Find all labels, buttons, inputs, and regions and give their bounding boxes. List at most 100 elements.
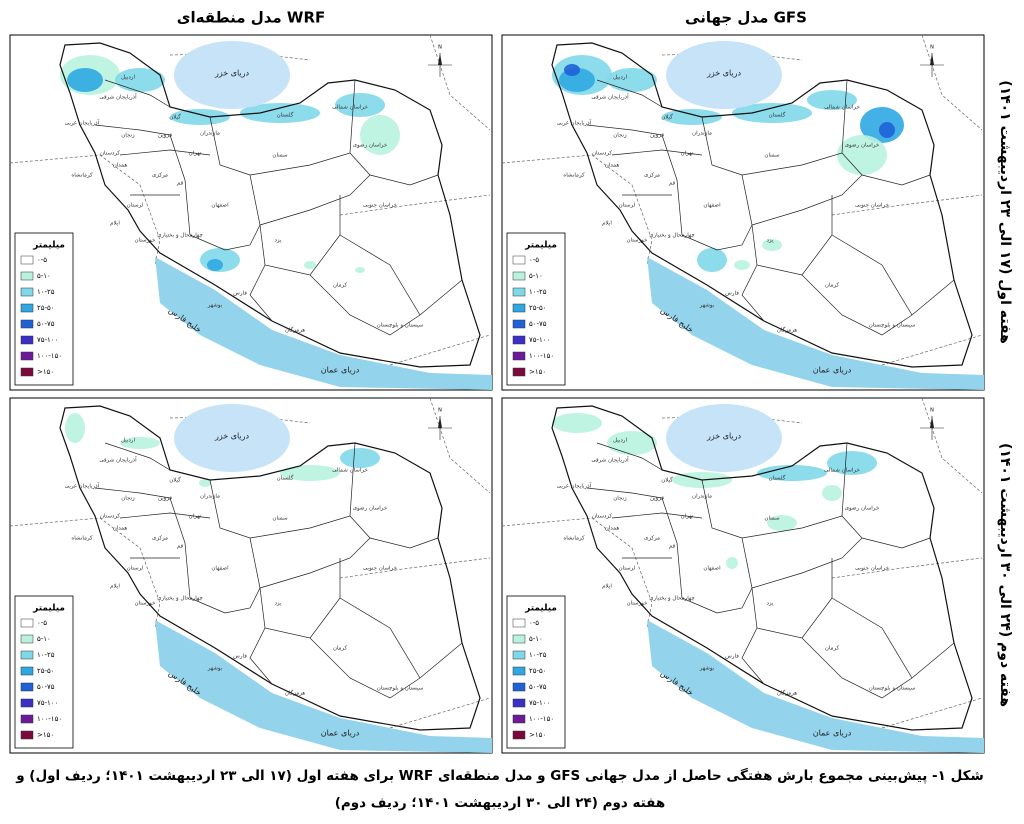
legend-swatch xyxy=(20,682,34,692)
legend-label: ۰-۵ xyxy=(37,619,47,627)
sea-label: دریای خزر xyxy=(706,432,742,441)
province-label: گیلان xyxy=(169,114,181,121)
legend-label: ۱۰۰-۱۵۰ xyxy=(37,715,62,723)
province-label: سیستان و بلوچستان xyxy=(869,686,916,692)
legend-swatch xyxy=(512,351,526,361)
north-label: N xyxy=(930,408,934,414)
legend-label: ۵-۱۰ xyxy=(37,635,51,643)
province-label: ایلام xyxy=(110,221,120,227)
province-label: قزوین xyxy=(650,133,664,139)
province-label: اصفهان xyxy=(703,203,721,209)
legend-swatch xyxy=(512,730,526,740)
legend-swatch xyxy=(512,682,526,692)
precip-area xyxy=(207,259,223,271)
province-label: یزد xyxy=(766,238,773,244)
legend-label: ۵-۱۰ xyxy=(37,272,51,280)
province-label: خراسان شمالی xyxy=(824,105,860,111)
legend-swatch xyxy=(20,255,34,265)
legend-label: >۱۵۰ xyxy=(529,731,546,739)
precip-area xyxy=(662,109,722,125)
province-label: لرستان xyxy=(127,566,144,572)
legend-label: ۲۵-۵۰ xyxy=(37,667,55,675)
province-label: قزوین xyxy=(158,133,172,139)
province-label: سیستان و بلوچستان xyxy=(377,686,424,692)
sea-label: دریای عمان xyxy=(321,366,360,375)
province-label: همدان xyxy=(605,163,620,169)
legend-swatch xyxy=(20,666,34,676)
sea-label: دریای خزر xyxy=(214,432,250,441)
province-label: کرمان xyxy=(333,645,348,652)
province-label: تهران xyxy=(189,514,202,520)
province-label: فارس xyxy=(233,654,247,660)
province-label: گیلان xyxy=(169,477,181,484)
legend-title: میلیمتر xyxy=(524,604,557,614)
legend-swatch xyxy=(512,287,526,297)
province-label: خراسان رضوی xyxy=(845,506,880,512)
precip-area xyxy=(822,485,842,501)
province-label: کرمانشاه xyxy=(563,535,585,542)
province-label: کرمان xyxy=(825,282,840,289)
province-label: گلستان xyxy=(277,475,294,482)
precip-area xyxy=(120,437,160,449)
legend-swatch xyxy=(512,714,526,724)
row-header: هفته دوم (۲۴ الی ۳۰ اردیبهشت ۱۴۰۱) xyxy=(997,443,1013,707)
province-label: زنجان xyxy=(613,496,627,502)
legend-swatch xyxy=(512,255,526,265)
province-label: آذربایجان غربی xyxy=(65,483,100,490)
north-label: N xyxy=(930,45,934,51)
legend-label: ۰-۵ xyxy=(37,256,47,264)
sea-label: دریای خزر xyxy=(214,69,250,78)
province-label: خراسان جنوبی xyxy=(855,566,889,572)
precip-area xyxy=(360,115,400,155)
province-label: مازندران xyxy=(692,131,712,137)
legend-swatch xyxy=(20,351,34,361)
province-label: گیلان xyxy=(661,114,673,121)
precip-area xyxy=(757,465,827,481)
province-label: آذربایجان شرقی xyxy=(99,94,137,101)
province-label: قزوین xyxy=(158,496,172,502)
province-label: فارس xyxy=(725,291,739,297)
legend-swatch xyxy=(20,714,34,724)
legend-swatch xyxy=(512,650,526,660)
legend-label: ۵۰-۷۵ xyxy=(37,320,55,328)
province-label: کرمان xyxy=(333,282,348,289)
precip-area xyxy=(607,431,657,455)
province-label: خراسان رضوی xyxy=(353,143,388,149)
province-label: خراسان جنوبی xyxy=(363,203,397,209)
legend-label: ۵۰-۷۵ xyxy=(529,320,547,328)
province-label: گلستان xyxy=(277,112,294,119)
column-header: مدل منطقه‌ای WRF xyxy=(177,9,326,27)
province-label: خراسان شمالی xyxy=(824,468,860,474)
map-panel: اردبیل آذربایجان شرقی آذربایجان غربی زنجان گ… xyxy=(501,34,985,391)
legend-label: ۷۵-۱۰۰ xyxy=(529,699,550,707)
legend-swatch xyxy=(512,319,526,329)
legend-swatch xyxy=(20,303,34,313)
legend-swatch xyxy=(512,666,526,676)
legend-label: ۱۰-۲۵ xyxy=(37,288,55,296)
province-label: کردستان xyxy=(100,513,120,520)
precip-area xyxy=(280,465,340,481)
province-label: کرمانشاه xyxy=(563,172,585,179)
province-label: سمنان xyxy=(764,153,780,159)
caption: هفته دوم (۲۴ الی ۳۰ اردیبهشت ۱۴۰۱؛ ردیف … xyxy=(335,795,666,811)
legend-title: میلیمتر xyxy=(32,604,65,614)
province-label: کرمانشاه xyxy=(71,535,93,542)
province-label: آذربایجان شرقی xyxy=(591,457,629,464)
precip-area xyxy=(340,448,380,468)
precip-area xyxy=(827,451,877,475)
province-label: اصفهان xyxy=(211,203,229,209)
precip-area xyxy=(734,260,750,270)
province-label: آذربایجان شرقی xyxy=(591,94,629,101)
precip-area xyxy=(199,479,211,487)
legend-swatch xyxy=(512,335,526,345)
precip-area xyxy=(697,248,727,272)
province-label: خوزستان xyxy=(135,238,156,244)
province-label: چهارمحال و بختیاری xyxy=(157,233,203,239)
legend-label: ۷۵-۱۰۰ xyxy=(37,336,58,344)
legend-label: ۰-۵ xyxy=(529,256,539,264)
province-label: خوزستان xyxy=(135,601,156,607)
precip-area xyxy=(115,68,165,92)
legend-label: ۱۰۰-۱۵۰ xyxy=(529,715,554,723)
precip-area xyxy=(304,261,316,269)
legend-swatch xyxy=(20,287,34,297)
